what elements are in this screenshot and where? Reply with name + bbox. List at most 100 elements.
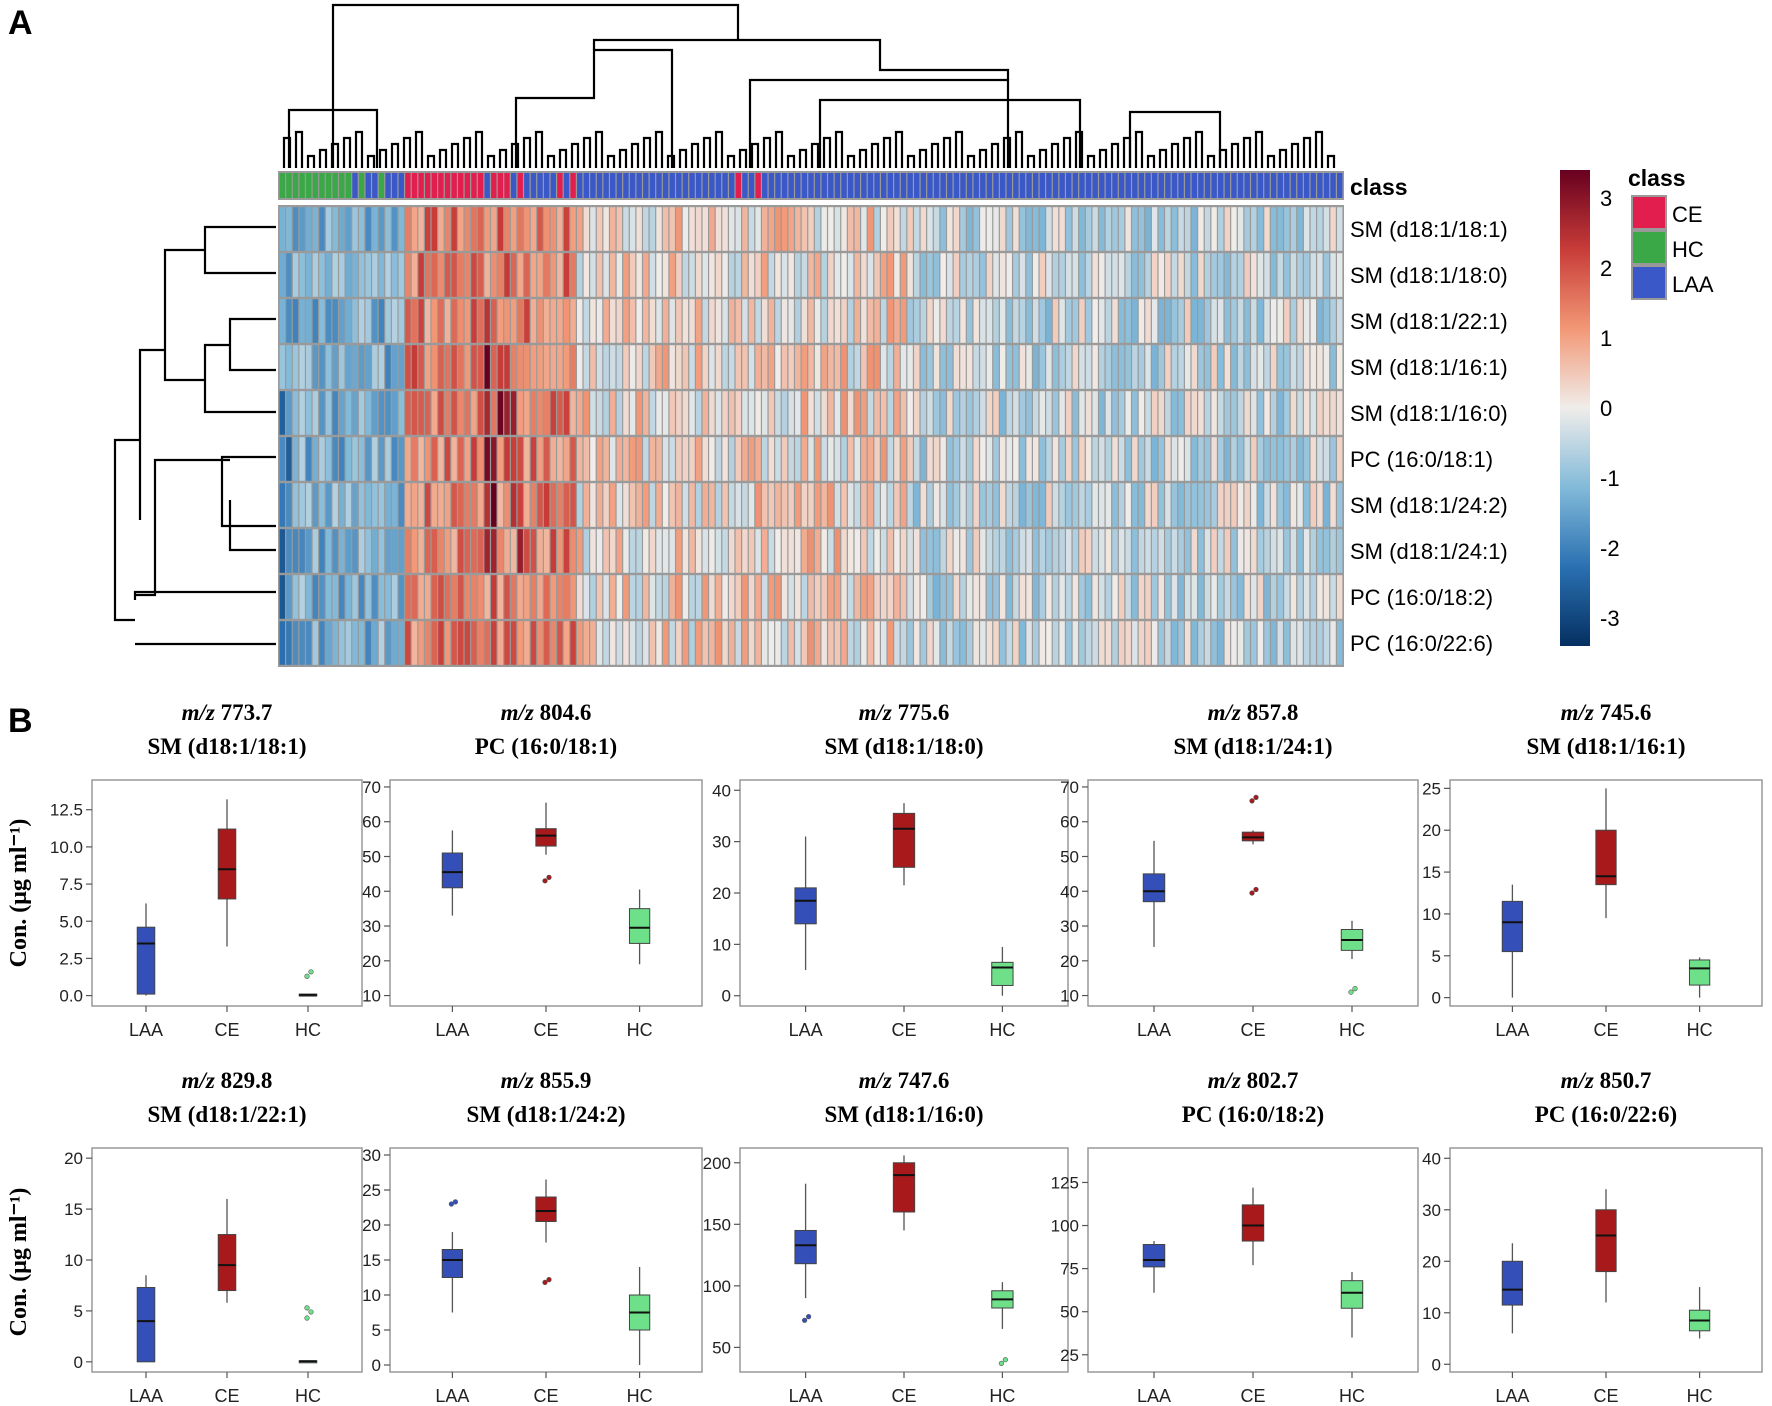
heatmap-cell <box>1184 621 1191 665</box>
heatmap-cell <box>1290 299 1297 343</box>
heatmap-cell <box>1323 529 1330 573</box>
heatmap-cell <box>1099 621 1105 665</box>
heatmap-cell <box>576 529 583 573</box>
heatmap-cell <box>1165 253 1171 297</box>
heatmap-cell <box>332 391 338 435</box>
heatmap-cell <box>709 391 715 435</box>
heatmap-cell <box>570 621 576 665</box>
heatmap-cell <box>1105 483 1112 527</box>
heatmap-cell <box>596 621 603 665</box>
heatmap-cell <box>444 345 451 389</box>
heatmap-cell <box>762 299 768 343</box>
y-tick-label: 150 <box>703 1215 731 1234</box>
heatmap-cell <box>1178 575 1184 619</box>
heatmap-cell <box>292 299 299 343</box>
heatmap-cell <box>1039 207 1046 251</box>
heatmap-cell <box>510 299 517 343</box>
annotation-cell <box>993 173 999 198</box>
annotation-cell <box>775 173 781 198</box>
y-tick-label: 0 <box>74 1353 83 1372</box>
subplot-lipid-title: SM (d18:1/16:1) <box>1526 734 1685 759</box>
heatmap-cell <box>418 529 424 573</box>
heatmap-cell <box>861 437 867 481</box>
heatmap-cell <box>841 391 847 435</box>
heatmap-cell <box>339 345 345 389</box>
heatmap-cell <box>656 575 662 619</box>
heatmap-cell <box>319 391 325 435</box>
subplot-mz-title: m/z 850.7 <box>1561 1068 1652 1093</box>
heatmap-cell <box>1204 207 1211 251</box>
heatmap-cell <box>695 483 702 527</box>
heatmap-cell <box>1026 575 1032 619</box>
heatmap-cell <box>438 483 444 527</box>
y-tick-label: 0.0 <box>59 987 83 1006</box>
heatmap-cell <box>940 345 946 389</box>
dendrogram-branch <box>582 136 592 168</box>
heatmap-cell <box>960 621 966 665</box>
heatmap-cell <box>563 391 570 435</box>
heatmap-cell <box>306 529 312 573</box>
dendrogram-branch <box>786 154 796 168</box>
colorbar-tick-label: -2 <box>1600 536 1620 561</box>
heatmap-cell <box>728 575 735 619</box>
heatmap-cell <box>1026 391 1032 435</box>
heatmap-cell <box>524 575 530 619</box>
annotation-cell <box>1204 173 1211 198</box>
heatmap-cell <box>1330 391 1336 435</box>
heatmap-cell <box>543 345 550 389</box>
heatmap-cell <box>960 345 966 389</box>
heatmap-cell <box>358 483 365 527</box>
panel-label-b: B <box>8 702 33 740</box>
heatmap-cell <box>292 529 299 573</box>
dendrogram-branch <box>966 154 976 168</box>
dendrogram-branch <box>113 438 140 622</box>
dendrogram-branch <box>163 248 205 323</box>
annotation-cell <box>682 173 689 198</box>
subplot-mz-title: m/z 745.6 <box>1561 700 1652 725</box>
heatmap-cell <box>1211 437 1217 481</box>
annotation-cell <box>762 173 768 198</box>
x-tick-label: HC <box>627 1386 653 1406</box>
heatmap-cell <box>1336 529 1343 573</box>
y-tick-label: 5.0 <box>59 912 83 931</box>
heatmap-cell <box>768 483 775 527</box>
heatmap-cell <box>1297 483 1303 527</box>
boxplot-subplot: m/z 857.8SM (d18:1/24:1)10203040506070LA… <box>1060 700 1419 1040</box>
heatmap-cell <box>1264 207 1270 251</box>
heatmap-cell <box>1211 345 1217 389</box>
heatmap-cell <box>927 253 933 297</box>
annotation-cell <box>1231 173 1237 198</box>
heatmap-cell <box>768 621 775 665</box>
dendrogram-branch <box>318 148 328 168</box>
heatmap-cell <box>894 575 900 619</box>
heatmap-cell <box>491 391 497 435</box>
heatmap-cell <box>550 391 556 435</box>
heatmap-cell <box>510 529 517 573</box>
heatmap-cell <box>616 575 623 619</box>
heatmap-cell <box>709 345 715 389</box>
heatmap-cell <box>1046 345 1052 389</box>
row-label: PC (16:0/18:2) <box>1350 585 1493 610</box>
heatmap-cell <box>1303 621 1310 665</box>
heatmap-cell <box>563 299 570 343</box>
dendrogram-branch <box>1242 136 1252 168</box>
heatmap-cell <box>834 207 841 251</box>
heatmap-cell <box>676 529 682 573</box>
annotation-cell <box>623 173 629 198</box>
heatmap-cell <box>1085 621 1092 665</box>
heatmap-cell <box>616 391 623 435</box>
heatmap-cell <box>814 575 821 619</box>
heatmap-cell <box>801 575 808 619</box>
heatmap-cell <box>920 207 927 251</box>
heatmap-cell <box>1006 529 1012 573</box>
heatmap-cell <box>1184 529 1191 573</box>
heatmap-cell <box>1006 575 1012 619</box>
heatmap-cell <box>391 437 398 481</box>
heatmap-cell <box>1303 437 1310 481</box>
heatmap-cell <box>1151 345 1158 389</box>
outlier-point <box>1249 890 1255 896</box>
heatmap-cell <box>1277 437 1283 481</box>
y-tick-label: 10 <box>362 1286 381 1305</box>
annotation-cell <box>497 173 504 198</box>
heatmap-cell <box>372 621 378 665</box>
